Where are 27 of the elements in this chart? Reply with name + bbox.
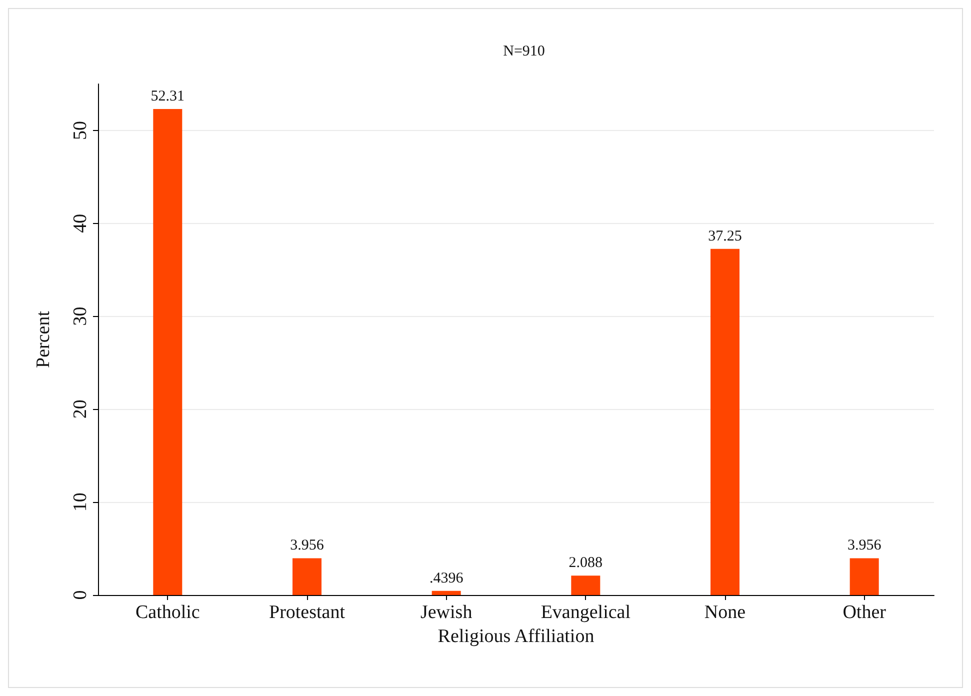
y-tick-label: 0 — [70, 590, 91, 600]
bar — [710, 248, 740, 595]
x-axis-title: Religious Affiliation — [438, 626, 595, 647]
x-tick-label: Evangelical — [540, 602, 631, 623]
x-tick-label: Jewish — [420, 602, 473, 623]
x-tick-label: None — [704, 602, 746, 623]
data-label: 37.25 — [708, 228, 742, 244]
bar — [153, 108, 182, 595]
y-tick-label: 10 — [70, 492, 91, 512]
data-label: 52.31 — [150, 88, 185, 104]
bar — [850, 558, 879, 595]
y-tick-label: 40 — [70, 214, 91, 233]
data-label: 3.956 — [847, 538, 882, 554]
bar — [292, 558, 322, 595]
y-axis-title: Percent — [33, 310, 54, 368]
data-label: .4396 — [429, 570, 464, 586]
bar — [571, 576, 600, 595]
y-tick-label: 20 — [70, 400, 91, 419]
x-tick-label: Other — [842, 602, 887, 623]
y-tick-label: 30 — [70, 306, 91, 326]
chart-title: N=910 — [503, 44, 545, 60]
bar — [432, 590, 461, 595]
data-label: 3.956 — [290, 538, 324, 554]
x-tick-label: Catholic — [135, 602, 200, 623]
y-tick-label: 50 — [70, 120, 91, 140]
data-label: 2.088 — [568, 555, 603, 572]
x-tick-label: Protestant — [269, 602, 346, 623]
